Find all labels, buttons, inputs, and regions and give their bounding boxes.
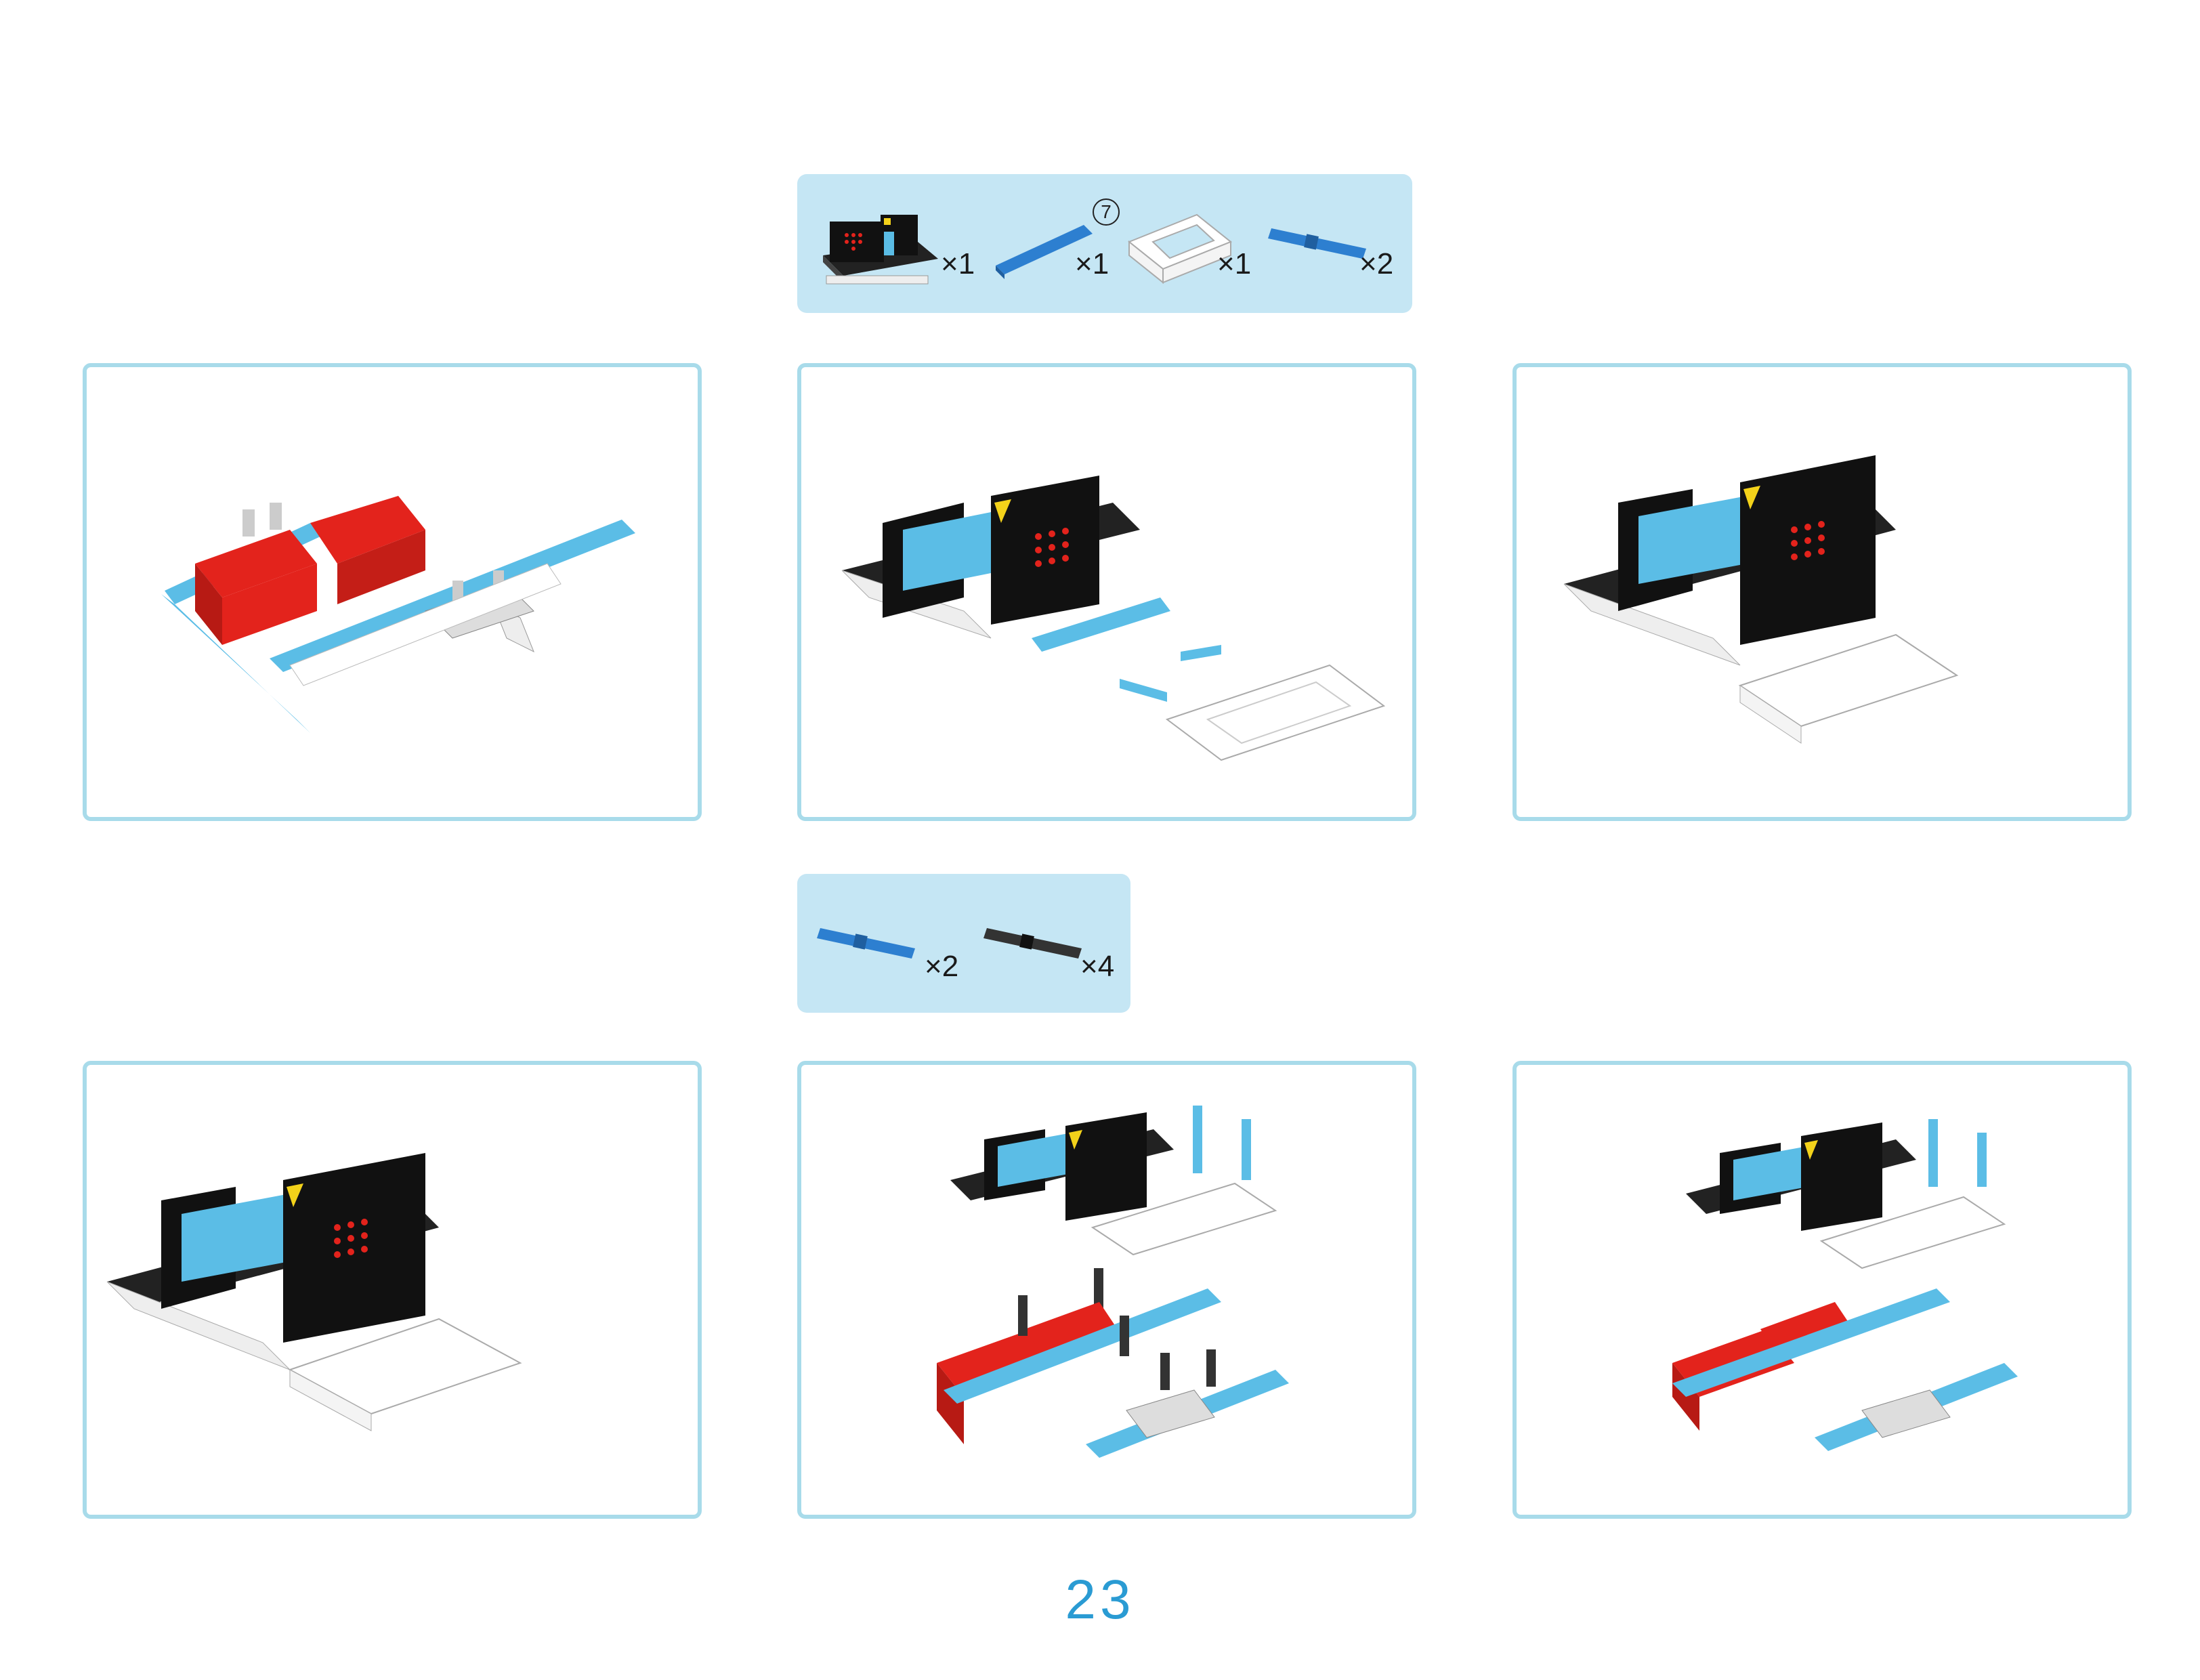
blue-beam-7-icon: [996, 225, 1093, 279]
chassis-with-red-motors-illustration: [161, 496, 635, 733]
qty-blue-pin: ×2: [1359, 247, 1394, 280]
step-panel-5: [797, 1061, 1416, 1519]
step-panel-1: [83, 363, 702, 821]
step-panel-3: [1512, 363, 2132, 821]
qty-frame: ×1: [1217, 247, 1252, 280]
blue-pin-icon: [1268, 228, 1366, 259]
step-panel-6: [1512, 1061, 2132, 1519]
qty-black-pin: ×4: [1080, 950, 1115, 983]
board-on-frame-assembled-illustration: [1563, 455, 1959, 744]
step-panel-2: [797, 363, 1416, 821]
board-and-chassis-with-pins-exploded-illustration: [937, 1106, 1289, 1458]
parts-list-1: ×1 7 ×1 ×1 ×2: [797, 174, 1412, 313]
robot-board-with-microbit-icon: [823, 215, 938, 285]
parts-list-2: ×2 ×4: [797, 874, 1130, 1013]
step-panel-4: [83, 1061, 702, 1519]
beam-length-callout: 7: [1093, 198, 1120, 226]
blue-pin-icon: [817, 928, 915, 959]
qty-blue-pin: ×2: [925, 950, 959, 983]
qty-board: ×1: [941, 247, 975, 280]
qty-beam: ×1: [1075, 247, 1109, 280]
board-on-frame-illustration: [106, 1153, 522, 1431]
board-beam-pins-frame-exploded-illustration: [841, 476, 1386, 761]
page-number: 23: [1065, 1569, 1135, 1631]
board-and-chassis-pins-inserted-illustration: [1672, 1119, 2018, 1451]
white-frame-icon: [1128, 213, 1232, 285]
black-pin-icon: [983, 928, 1082, 959]
